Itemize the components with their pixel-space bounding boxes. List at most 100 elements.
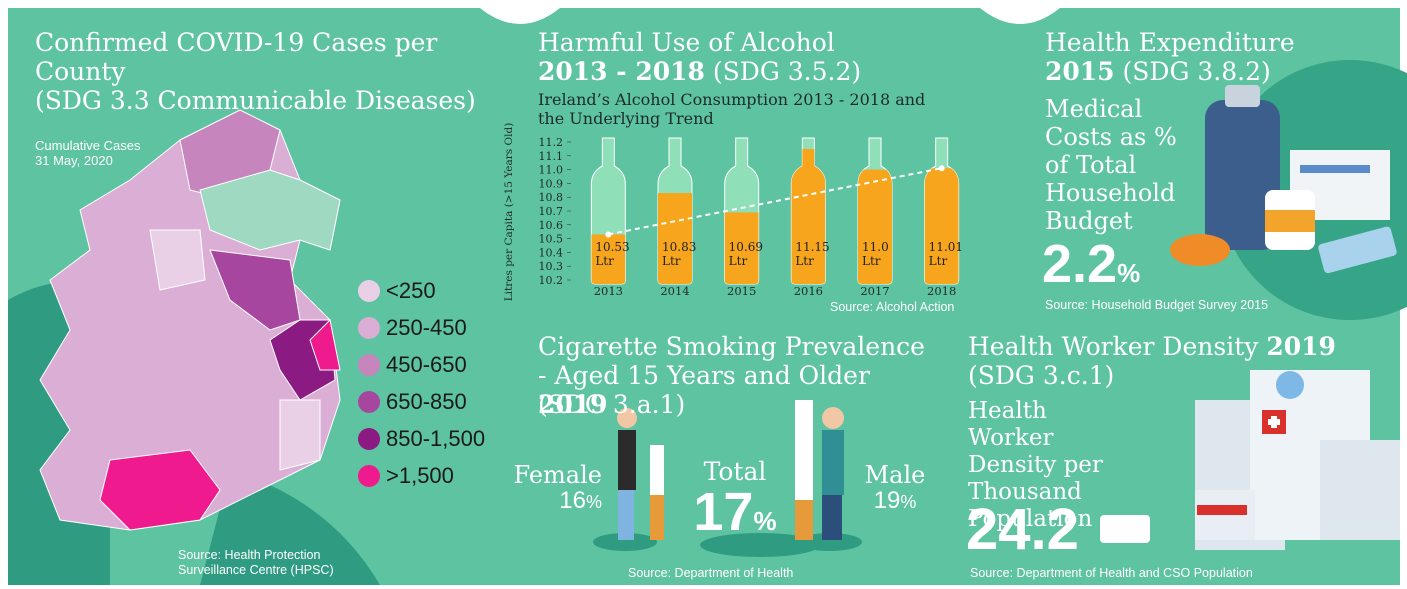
heading: Cigarette Smoking Prevalence - Aged 15 Y… bbox=[538, 332, 925, 390]
exp-sub: 2015 (SDG 3.8.2) bbox=[1045, 57, 1271, 86]
y-tick-label: 11.1 bbox=[539, 150, 564, 163]
x-tick-label: 2013 bbox=[594, 284, 623, 298]
label: Total bbox=[703, 457, 767, 486]
x-tick-label: 2016 bbox=[794, 284, 823, 298]
value: 17 bbox=[693, 482, 754, 542]
covid-source: Source: Health Protection Surveillance C… bbox=[178, 548, 334, 577]
legend-item: 850-1,500 bbox=[358, 420, 485, 457]
x-tick-label: 2017 bbox=[860, 284, 889, 298]
bottle bbox=[590, 137, 626, 285]
bottle-fill bbox=[591, 234, 626, 284]
legend-label: >1,500 bbox=[386, 462, 454, 488]
unit: % bbox=[585, 492, 602, 512]
y-tick-label: 10.4 bbox=[539, 246, 564, 259]
smoking-sdg: (SDG 3.a.1) bbox=[538, 390, 686, 419]
legend-item: 650-850 bbox=[358, 383, 485, 420]
year: 2019 bbox=[538, 390, 608, 419]
alcohol-heading: Harmful Use of Alcohol bbox=[538, 28, 835, 57]
x-tick-label: 2018 bbox=[927, 284, 956, 298]
bottle bbox=[657, 137, 693, 285]
y-tick-label: 10.7 bbox=[539, 205, 564, 218]
female: Female 16% bbox=[512, 461, 603, 515]
label: Female bbox=[513, 461, 603, 489]
trend-end bbox=[938, 165, 945, 172]
total: Total 17% bbox=[690, 458, 780, 547]
period: 2013 - 2018 bbox=[538, 57, 705, 86]
wf-label: Health Worker Density per Thousand Popul… bbox=[968, 398, 1103, 532]
sdg: (SDG 3.8.2) bbox=[1122, 57, 1271, 86]
exp-value: 2.2% bbox=[1042, 236, 1140, 301]
y-axis-label: Litres per Capita (>15 Years Old) bbox=[503, 123, 515, 302]
label: Male bbox=[864, 461, 926, 489]
wf-value: 24.2 bbox=[966, 497, 1079, 562]
note-line: Cumulative Cases bbox=[35, 138, 141, 153]
legend-swatch bbox=[358, 316, 380, 339]
y-tick-label: 11.2 bbox=[539, 136, 564, 149]
unit: % bbox=[1117, 258, 1141, 288]
year: 2015 bbox=[1045, 57, 1115, 86]
trend-start bbox=[605, 231, 612, 238]
exp-heading: Health Expenditure bbox=[1045, 28, 1295, 57]
smoking-heading: Cigarette Smoking Prevalence - Aged 15 Y… bbox=[538, 332, 938, 419]
chart-title: Ireland’s Alcohol Consumption 2013 - 201… bbox=[538, 90, 926, 128]
bottle-fill bbox=[791, 148, 826, 284]
bottle-fill bbox=[724, 212, 759, 284]
trend-line bbox=[608, 167, 942, 236]
legend-label: 650-850 bbox=[386, 388, 467, 414]
y-tick-label: 10.2 bbox=[539, 274, 564, 287]
value-label: 11.15 Ltr bbox=[795, 240, 830, 268]
legend-label: 450-650 bbox=[386, 351, 467, 377]
sdg: (SDG 3.5.2) bbox=[712, 57, 862, 86]
wf-heading: Health Worker Density 2019 bbox=[968, 332, 1336, 361]
value-label: 11.0 Ltr bbox=[862, 240, 889, 268]
y-tick-label: 10.9 bbox=[539, 177, 564, 190]
bottle-fill bbox=[924, 168, 959, 284]
x-tick-label: 2014 bbox=[660, 284, 689, 298]
heading: Health Worker Density bbox=[968, 332, 1259, 361]
note-line: 31 May, 2020 bbox=[35, 153, 113, 168]
exp-label: Medical Costs as % of Total Household Bu… bbox=[1045, 95, 1177, 235]
legend-swatch bbox=[358, 464, 380, 487]
exp-source: Source: Household Budget Survey 2015 bbox=[1045, 298, 1269, 312]
bottle bbox=[924, 137, 960, 285]
value: 19 bbox=[873, 487, 901, 514]
legend: <250 250-450 450-650 650-850 850-1,500 >1,500 bbox=[358, 272, 485, 494]
legend-label: <250 bbox=[386, 277, 436, 303]
wf-source: Source: Department of Health and CSO Pop… bbox=[970, 566, 1253, 580]
y-tick-label: 10.3 bbox=[539, 260, 564, 273]
legend-item: <250 bbox=[358, 272, 485, 309]
bottle-fill bbox=[658, 193, 692, 284]
x-tick-label: 2015 bbox=[727, 284, 756, 298]
value-label: 10.53 Ltr bbox=[595, 240, 630, 268]
bottle bbox=[857, 137, 893, 285]
value-label: 10.69 Ltr bbox=[728, 240, 764, 268]
value: 2.2 bbox=[1042, 234, 1118, 294]
legend-swatch bbox=[358, 390, 380, 413]
wf-sdg: (SDG 3.c.1) bbox=[968, 361, 1115, 390]
value-label: 10.83 Ltr bbox=[662, 240, 697, 268]
smoking-source: Source: Department of Health bbox=[628, 566, 794, 580]
year: 2019 bbox=[1266, 332, 1336, 361]
unit: % bbox=[900, 492, 917, 512]
legend-label: 250-450 bbox=[386, 314, 467, 340]
bottle bbox=[724, 137, 760, 285]
legend-swatch bbox=[358, 279, 380, 302]
legend-swatch bbox=[358, 427, 380, 450]
bottle bbox=[790, 137, 826, 285]
covid-subtitle: (SDG 3.3 Communicable Diseases) bbox=[35, 86, 476, 115]
y-tick-label: 10.8 bbox=[539, 191, 564, 204]
covid-note: Cumulative Cases 31 May, 2020 bbox=[35, 138, 141, 168]
y-tick-label: 10.6 bbox=[539, 219, 564, 232]
legend-swatch bbox=[358, 353, 380, 376]
bottle-fill bbox=[858, 169, 892, 284]
alcohol-sub: 2013 - 2018 (SDG 3.5.2) bbox=[538, 57, 861, 86]
value: 16 bbox=[559, 487, 586, 514]
legend-label: 850-1,500 bbox=[386, 425, 486, 451]
value-label: 11.01 Ltr bbox=[928, 240, 964, 268]
alcohol-source: Source: Alcohol Action bbox=[830, 300, 955, 314]
y-tick-label: 10.5 bbox=[539, 233, 564, 246]
male: Male 19% bbox=[860, 462, 930, 515]
covid-title: Confirmed COVID-19 Cases per County bbox=[35, 28, 438, 86]
